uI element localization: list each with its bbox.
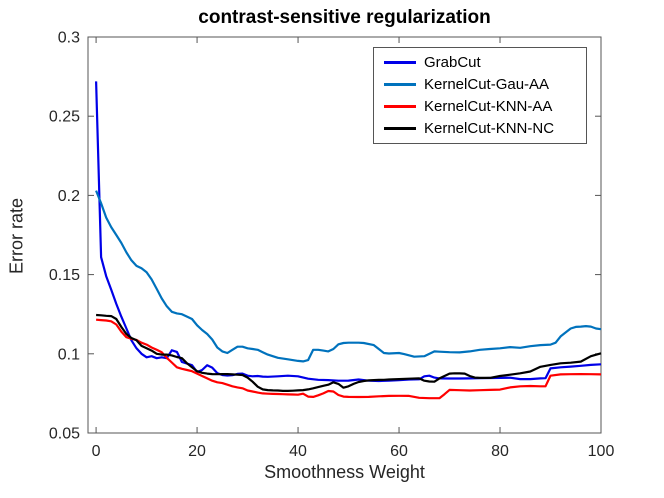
x-axis-label: Smoothness Weight <box>264 462 425 482</box>
legend-item-kernelcut-knn-nc: KernelCut-KNN-NC <box>384 117 586 139</box>
legend: GrabCut KernelCut-Gau-AA KernelCut-KNN-A… <box>373 47 587 144</box>
y-axis-label: Error rate <box>6 197 27 275</box>
legend-label: KernelCut-Gau-AA <box>424 76 550 94</box>
legend-line-swatch <box>384 126 416 130</box>
legend-line-swatch <box>384 104 416 108</box>
y-tick-label: 0.25 <box>49 109 80 126</box>
y-tick-label: 0.05 <box>49 426 80 443</box>
y-tick-label: 0.2 <box>58 188 80 205</box>
legend-label: KernelCut-KNN-AA <box>424 97 553 115</box>
x-tick-label: 80 <box>491 443 509 460</box>
legend-label: GrabCut <box>424 54 481 72</box>
x-tick-label: 20 <box>188 443 206 460</box>
legend-item-grabcut: GrabCut <box>384 52 586 74</box>
y-tick-label: 0.3 <box>58 30 80 47</box>
series-line-kernelcut-gau-aa <box>95 190 602 363</box>
legend-item-kernelcut-knn-aa: KernelCut-KNN-AA <box>384 96 586 118</box>
chart-title: contrast-sensitive regularization <box>198 7 491 28</box>
x-tick-label: 0 <box>92 443 101 460</box>
series-line-kernelcut-knn-aa <box>96 318 602 400</box>
legend-item-kernelcut-gau-aa: KernelCut-Gau-AA <box>384 74 586 96</box>
x-tick-label: 40 <box>289 443 307 460</box>
y-tick-label: 0.1 <box>58 346 80 363</box>
legend-line-swatch <box>384 61 416 65</box>
x-tick-label: 60 <box>390 443 408 460</box>
x-tick-label: 100 <box>588 443 615 460</box>
legend-line-swatch <box>384 83 416 87</box>
series-line-kernelcut-knn-nc <box>96 313 602 392</box>
legend-label: KernelCut-KNN-NC <box>424 119 555 137</box>
axes-box <box>87 36 602 434</box>
y-tick-label: 0.15 <box>49 267 80 284</box>
